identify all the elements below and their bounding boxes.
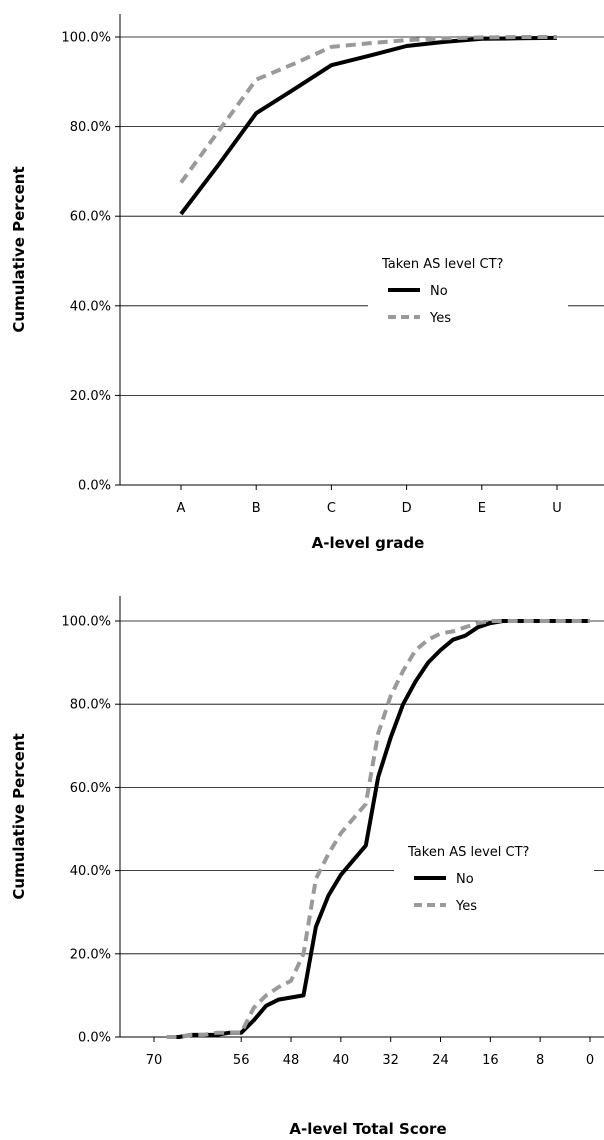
legend-box <box>368 252 568 338</box>
chart-total-score: 0.0% 20.0% 40.0% 60.0% 80.0% 100.0% Cumulative… <box>10 596 604 1138</box>
legend-label-no: No <box>456 872 474 887</box>
legend-label-yes: Yes <box>429 311 451 326</box>
x-tick-label: 24 <box>432 1053 449 1068</box>
series-line-no <box>179 35 558 216</box>
x-tick-label: C <box>327 501 336 516</box>
x-tick-label: 56 <box>233 1053 250 1068</box>
x-tick-label: U <box>552 501 562 516</box>
y-tick-label: 100.0% <box>61 31 111 46</box>
x-axis-title: A-level Total Score <box>289 1120 446 1138</box>
y-axis-title: Cumulative Percent <box>10 166 28 332</box>
x-tick-label: E <box>478 501 486 516</box>
y-tick-label: 60.0% <box>70 781 111 796</box>
chart-grade: 0.0% 20.0% 40.0% 60.0% 80.0% 100.0% Cumulative… <box>10 14 604 552</box>
legend-label-yes: Yes <box>455 899 477 914</box>
y-tick-label: 40.0% <box>70 299 111 314</box>
x-tick-label: 16 <box>482 1053 499 1068</box>
y-tick-label: 40.0% <box>70 864 111 879</box>
x-tick-label: 0 <box>586 1053 594 1068</box>
legend-title: Taken AS level CT? <box>381 257 503 272</box>
x-tick-label: 70 <box>146 1053 163 1068</box>
x-axis-title: A-level grade <box>312 534 425 552</box>
x-tick-label: 32 <box>382 1053 399 1068</box>
y-tick-label: 80.0% <box>70 698 111 713</box>
series-line-no <box>166 619 590 1039</box>
x-tick-label: B <box>252 501 261 516</box>
y-axis-title: Cumulative Percent <box>10 733 28 899</box>
y-tick-label: 20.0% <box>70 389 111 404</box>
y-tick-label: 80.0% <box>70 120 111 135</box>
legend-label-no: No <box>430 284 448 299</box>
legend-title: Taken AS level CT? <box>407 845 529 860</box>
y-tick-label: 60.0% <box>70 210 111 225</box>
x-tick-label: 40 <box>333 1053 350 1068</box>
legend-box <box>394 840 594 926</box>
y-tick-label: 20.0% <box>70 947 111 962</box>
x-tick-label: 48 <box>283 1053 300 1068</box>
series-line-yes <box>179 35 557 184</box>
y-tick-label: 0.0% <box>78 479 111 494</box>
x-tick-label: A <box>177 501 186 516</box>
y-tick-label: 100.0% <box>61 615 111 630</box>
series-line-yes <box>166 619 590 1039</box>
x-tick-label: 8 <box>536 1053 544 1068</box>
y-tick-label: 0.0% <box>78 1031 111 1046</box>
x-tick-label: D <box>402 501 412 516</box>
